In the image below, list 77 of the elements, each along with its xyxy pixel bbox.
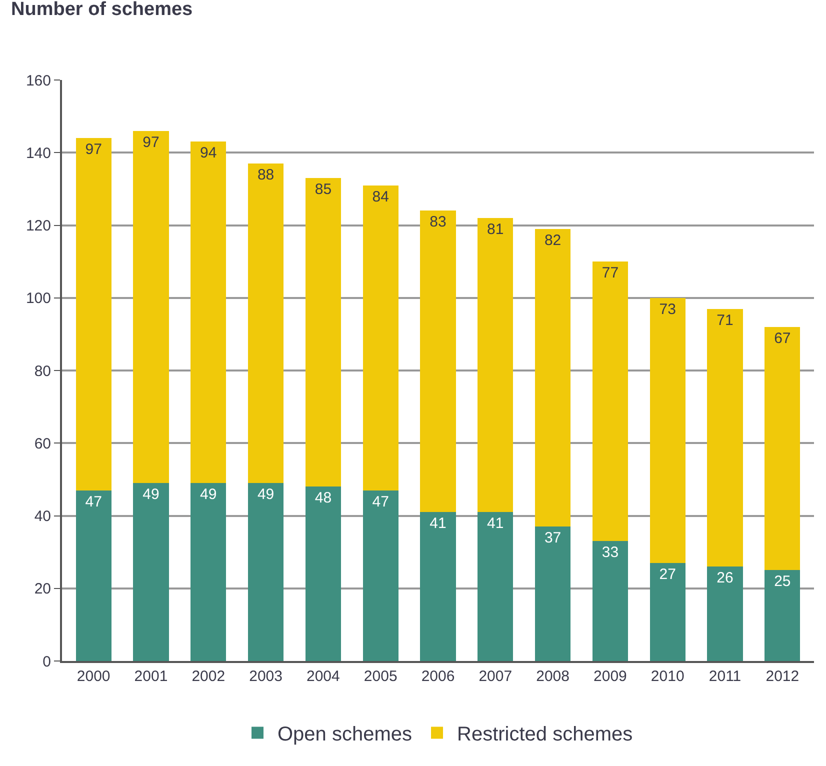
x-tick-label: 2007 — [478, 668, 512, 685]
bar — [190, 142, 226, 484]
x-tick-label: 2001 — [134, 668, 168, 685]
bar — [190, 483, 226, 661]
data-label: 37 — [544, 530, 562, 547]
data-label: 81 — [487, 220, 504, 238]
data-label: 49 — [257, 486, 274, 504]
x-tick-label: 2010 — [650, 668, 684, 685]
x-tick-label: 2005 — [364, 668, 398, 685]
bar — [592, 541, 628, 661]
bar — [133, 483, 169, 661]
data-label: 97 — [142, 134, 160, 151]
bar — [478, 218, 514, 512]
bar — [76, 138, 112, 490]
x-tick-label: 2006 — [421, 668, 455, 685]
data-label: 26 — [716, 570, 734, 587]
data-label: 41 — [487, 515, 504, 532]
data-label: 77 — [602, 264, 619, 282]
bar — [592, 262, 628, 542]
data-label: 83 — [430, 214, 446, 231]
x-tick-label: 2008 — [536, 668, 570, 685]
x-tick-label: 2004 — [306, 668, 340, 685]
y-tick-label: 0 — [42, 653, 51, 670]
data-label: 73 — [659, 300, 676, 318]
data-label: 94 — [200, 144, 217, 162]
bar — [535, 526, 571, 661]
data-label: 85 — [314, 181, 332, 198]
data-label: 48 — [314, 490, 332, 507]
x-tick-label: 2012 — [766, 668, 800, 685]
bar — [305, 178, 341, 487]
data-label: 71 — [716, 312, 734, 329]
bar — [420, 512, 456, 661]
data-label: 97 — [85, 141, 102, 158]
bar — [305, 486, 341, 661]
x-tick-label: 2011 — [708, 668, 742, 685]
bar — [76, 490, 112, 661]
data-label: 27 — [659, 566, 676, 583]
y-tick-label: 20 — [34, 580, 51, 598]
x-tick-label: 2003 — [249, 668, 282, 685]
x-tick-label: 2009 — [594, 668, 627, 685]
bar — [133, 130, 169, 484]
y-tick-label: 40 — [34, 508, 51, 525]
data-label: 41 — [430, 515, 446, 532]
data-label: 33 — [602, 544, 619, 562]
data-label: 88 — [257, 166, 274, 184]
y-tick-label: 140 — [26, 144, 51, 162]
bar — [650, 298, 686, 563]
data-label: 49 — [142, 486, 160, 504]
x-tick-label: 2000 — [76, 668, 110, 685]
bar — [362, 185, 398, 490]
bar — [248, 483, 284, 661]
data-label: 49 — [200, 486, 217, 504]
data-label: 84 — [372, 188, 389, 206]
bar — [650, 562, 686, 661]
data-label: 82 — [544, 232, 562, 249]
legend-label: Open schemes — [278, 724, 412, 746]
y-tick-label: 100 — [26, 290, 51, 308]
y-tick-label: 120 — [26, 218, 51, 234]
bar — [535, 228, 571, 527]
data-label: 47 — [372, 493, 389, 510]
bar — [707, 566, 743, 661]
bar — [764, 570, 800, 661]
legend-label: Restricted schemes — [457, 724, 633, 746]
data-label: 47 — [85, 493, 102, 510]
bar — [707, 308, 743, 567]
data-label: 67 — [774, 330, 791, 347]
y-axis-title: Number of schemes — [11, 0, 193, 20]
data-label: 25 — [774, 573, 791, 590]
x-tick-label: 2002 — [192, 668, 226, 685]
y-tick-label: 160 — [26, 72, 51, 90]
bar — [248, 164, 284, 484]
bar — [420, 210, 456, 512]
bar — [478, 512, 514, 661]
bar — [764, 326, 800, 570]
bar — [362, 490, 398, 661]
y-tick-label: 80 — [34, 362, 51, 380]
y-tick-label: 60 — [34, 435, 51, 452]
